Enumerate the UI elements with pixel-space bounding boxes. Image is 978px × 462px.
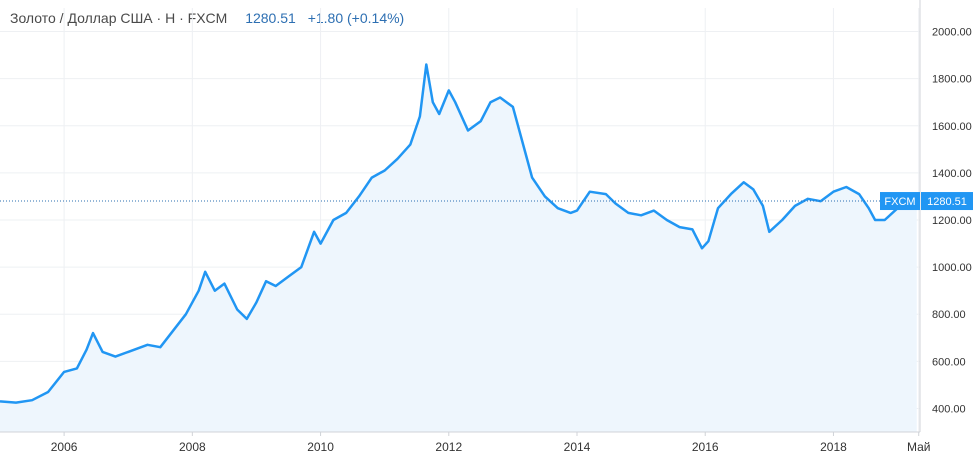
y-tick-label: 800.00 [932, 309, 966, 321]
x-tick-label: 2014 [564, 440, 591, 454]
x-tick-label: 2012 [435, 440, 462, 454]
y-tick-label: 1400.00 [932, 168, 972, 180]
legend-change: +1.80 (+0.14%) [307, 10, 405, 26]
legend-price: 1280.51 [245, 10, 296, 26]
price-badge-label: 1280.51 [927, 196, 967, 208]
x-tick-label: 2010 [307, 440, 334, 454]
x-tick-label: 2006 [51, 440, 78, 454]
y-tick-label: 600.00 [932, 356, 966, 368]
x-tick-label: 2008 [179, 440, 206, 454]
y-tick-label: 1200.00 [932, 215, 972, 227]
x-tick-label: Май [907, 440, 931, 454]
y-tick-label: 1800.00 [932, 74, 972, 86]
price-badges: FXCM 1280.51 [880, 192, 973, 211]
source-badge [880, 192, 920, 211]
x-tick-label: 2018 [820, 440, 847, 454]
price-badge [921, 192, 973, 211]
y-tick-label: 1600.00 [932, 121, 972, 133]
y-axis[interactable]: 400.00 600.00 800.00 1000.00 1200.00 1400.00 1… [932, 27, 972, 416]
x-tick-label: 2016 [692, 440, 719, 454]
x-axis[interactable]: 2006 2008 2010 2012 2014 2016 2018 Май [51, 432, 931, 454]
price-area [0, 64, 917, 432]
y-tick-label: 2000.00 [932, 27, 972, 39]
y-tick-label: 400.00 [932, 403, 966, 415]
source-badge-label: FXCM [884, 196, 915, 208]
price-line [0, 63, 917, 404]
y-tick-label: 1000.00 [932, 262, 972, 274]
